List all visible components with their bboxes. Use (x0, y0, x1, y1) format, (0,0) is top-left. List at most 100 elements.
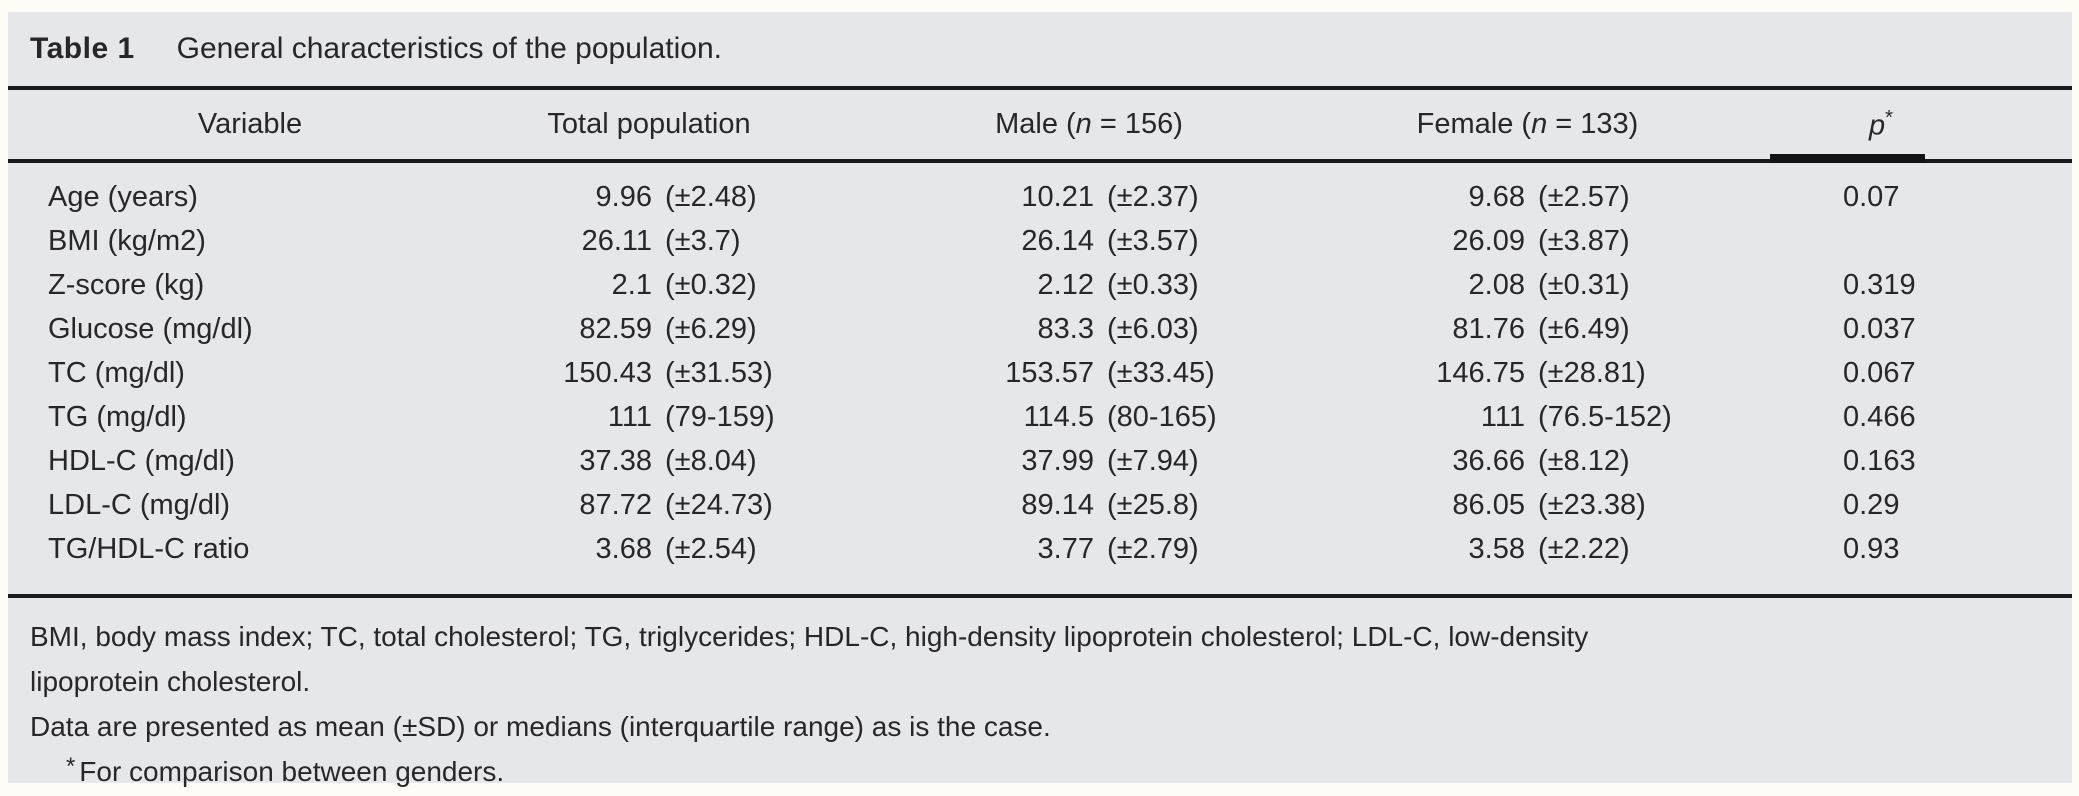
male-value: 83.3 (1037, 313, 1094, 345)
row-variable-label: TG/HDL-C ratio (48, 533, 250, 565)
table-row: Glucose (mg/dl) 82.59 (±6.29) 83.3 (±6.0… (40, 307, 2072, 351)
male-dispersion: (±7.94) (1107, 445, 1199, 477)
p-value: 0.319 (1843, 269, 1916, 301)
female-dispersion: (±6.49) (1538, 313, 1630, 345)
column-header-variable: Variable (197, 108, 303, 140)
row-variable-label: Z-score (kg) (48, 269, 205, 301)
total-population-dispersion: (79-159) (665, 401, 775, 433)
female-count-text: = 133) (1547, 108, 1639, 140)
table-row: BMI (kg/m2) 26.11 (±3.7) 26.14 (±3.57) 2… (40, 219, 2072, 263)
female-value: 2.08 (1468, 269, 1525, 301)
male-value: 153.57 (1005, 357, 1094, 389)
total-population-value: 2.1 (611, 269, 652, 301)
male-value: 114.5 (1023, 401, 1094, 433)
footnote-abbreviations-line1: BMI, body mass index; TC, total choleste… (30, 621, 1589, 652)
male-dispersion: (±2.37) (1107, 181, 1199, 213)
female-dispersion: (±2.22) (1538, 533, 1630, 565)
total-population-value: 82.59 (579, 313, 652, 345)
column-header-female: Female (n = 133) (1260, 108, 1691, 141)
p-asterisk: * (1885, 106, 1894, 129)
total-population-dispersion: (±8.04) (665, 445, 757, 477)
p-value: 0.93 (1843, 533, 1900, 565)
total-population-value: 87.72 (579, 489, 652, 521)
p-value (1843, 219, 2072, 263)
row-variable-label: HDL-C (mg/dl) (48, 445, 235, 477)
female-value: 81.76 (1452, 313, 1525, 345)
female-value: 111 (1480, 401, 1525, 433)
table-row: TG/HDL-C ratio 3.68 (±2.54) 3.77 (±2.79)… (40, 527, 2072, 571)
male-value: 2.12 (1037, 269, 1094, 301)
table-caption: Table 1 General characteristics of the p… (8, 12, 2072, 90)
male-value: 10.21 (1021, 181, 1094, 213)
female-header-text: Female ( (1416, 108, 1532, 140)
female-n-symbol: n (1531, 108, 1548, 140)
table-row: TC (mg/dl) 150.43 (±31.53) 153.57 (±33.4… (40, 351, 2072, 395)
female-value: 36.66 (1452, 445, 1525, 477)
female-value: 9.68 (1468, 181, 1525, 213)
table-footnotes: BMI, body mass index; TC, total choleste… (8, 598, 2072, 794)
male-value: 3.77 (1037, 533, 1094, 565)
total-population-dispersion: (±24.73) (665, 489, 773, 521)
p-value: 0.466 (1843, 401, 1916, 433)
table-row: Age (years) 9.96 (±2.48) 10.21 (±2.37) 9… (40, 175, 2072, 219)
table-row: Z-score (kg) 2.1 (±0.32) 2.12 (±0.33) 2.… (40, 263, 2072, 307)
total-population-value: 37.38 (579, 445, 652, 477)
male-dispersion: (±33.45) (1107, 357, 1215, 389)
table-row: TG (mg/dl) 111 (79-159) 114.5 (80-165) 1… (40, 395, 2072, 439)
male-dispersion: (80-165) (1107, 401, 1217, 433)
column-header-p-value: p* (1843, 107, 2072, 143)
total-population-dispersion: (±0.32) (665, 269, 757, 301)
female-dispersion: (±3.87) (1538, 225, 1630, 257)
partial-rule-under-p-column (1770, 154, 1925, 163)
total-population-value: 3.68 (595, 533, 652, 565)
footnote-star-text: For comparison between genders. (79, 756, 505, 787)
male-dispersion: (±0.33) (1107, 269, 1199, 301)
table-caption-label: Table 1 (30, 32, 135, 65)
total-population-value: 26.11 (581, 225, 652, 257)
total-population-value: 111 (607, 401, 652, 433)
footnote-abbreviations-line2: lipoprotein cholesterol. (30, 666, 311, 697)
row-variable-label: Glucose (mg/dl) (48, 313, 253, 345)
female-dispersion: (76.5-152) (1538, 401, 1672, 433)
row-variable-label: Age (years) (48, 181, 198, 213)
footnote-star-comparison: * For comparison between genders. (30, 749, 2072, 794)
female-dispersion: (±0.31) (1538, 269, 1630, 301)
total-population-dispersion: (±2.48) (665, 181, 757, 213)
footnote-data-presentation: Data are presented as mean (±SD) or medi… (30, 711, 1051, 742)
table-header-row: Variable Total population Male (n = 156)… (8, 90, 2072, 163)
male-value: 26.14 (1021, 225, 1094, 257)
row-variable-label: LDL-C (mg/dl) (48, 489, 231, 521)
female-value: 146.75 (1436, 357, 1525, 389)
row-variable-label: TG (mg/dl) (48, 401, 187, 433)
table-row: LDL-C (mg/dl) 87.72 (±24.73) 89.14 (±25.… (40, 483, 2072, 527)
total-population-dispersion: (±3.7) (665, 225, 741, 257)
female-dispersion: (±8.12) (1538, 445, 1630, 477)
p-value: 0.067 (1843, 357, 1916, 389)
female-value: 3.58 (1468, 533, 1525, 565)
table-body: Age (years) 9.96 (±2.48) 10.21 (±2.37) 9… (8, 163, 2072, 598)
row-variable-label: BMI (kg/m2) (48, 225, 206, 257)
female-value: 26.09 (1452, 225, 1525, 257)
column-header-male: Male (n = 156) (818, 108, 1260, 141)
female-value: 86.05 (1452, 489, 1525, 521)
total-population-dispersion: (±31.53) (665, 357, 773, 389)
total-population-dispersion: (±6.29) (665, 313, 757, 345)
total-population-value: 150.43 (563, 357, 652, 389)
column-header-total-population: Total population (547, 108, 751, 140)
table-panel: Table 1 General characteristics of the p… (8, 12, 2072, 787)
p-value: 0.07 (1843, 181, 1900, 213)
female-dispersion: (±28.81) (1538, 357, 1646, 389)
p-value: 0.29 (1843, 489, 1900, 521)
female-dispersion: (±2.57) (1538, 181, 1630, 213)
male-dispersion: (±25.8) (1107, 489, 1199, 521)
row-variable-label: TC (mg/dl) (48, 357, 185, 389)
p-value: 0.163 (1843, 445, 1916, 477)
p-symbol: p (1869, 109, 1886, 142)
total-population-value: 9.96 (595, 181, 652, 213)
male-value: 37.99 (1021, 445, 1094, 477)
total-population-dispersion: (±2.54) (665, 533, 757, 565)
male-count-text: = 156) (1091, 108, 1183, 140)
female-dispersion: (±23.38) (1538, 489, 1646, 521)
male-dispersion: (±3.57) (1107, 225, 1199, 257)
male-header-text: Male ( (995, 108, 1076, 140)
